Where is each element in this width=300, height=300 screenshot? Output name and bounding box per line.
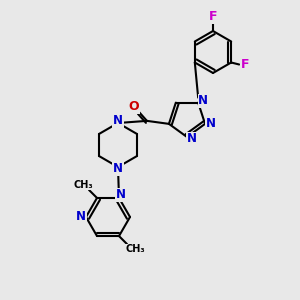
Text: CH₃: CH₃ [125, 244, 145, 254]
Text: N: N [116, 188, 126, 201]
Text: F: F [241, 58, 249, 71]
Text: N: N [206, 117, 216, 130]
Text: N: N [76, 211, 86, 224]
Text: N: N [113, 115, 123, 128]
Text: N: N [113, 163, 123, 176]
Text: N: N [187, 133, 197, 146]
Text: CH₃: CH₃ [73, 180, 93, 190]
Text: F: F [209, 11, 217, 23]
Text: N: N [198, 94, 208, 107]
Text: O: O [129, 100, 139, 113]
